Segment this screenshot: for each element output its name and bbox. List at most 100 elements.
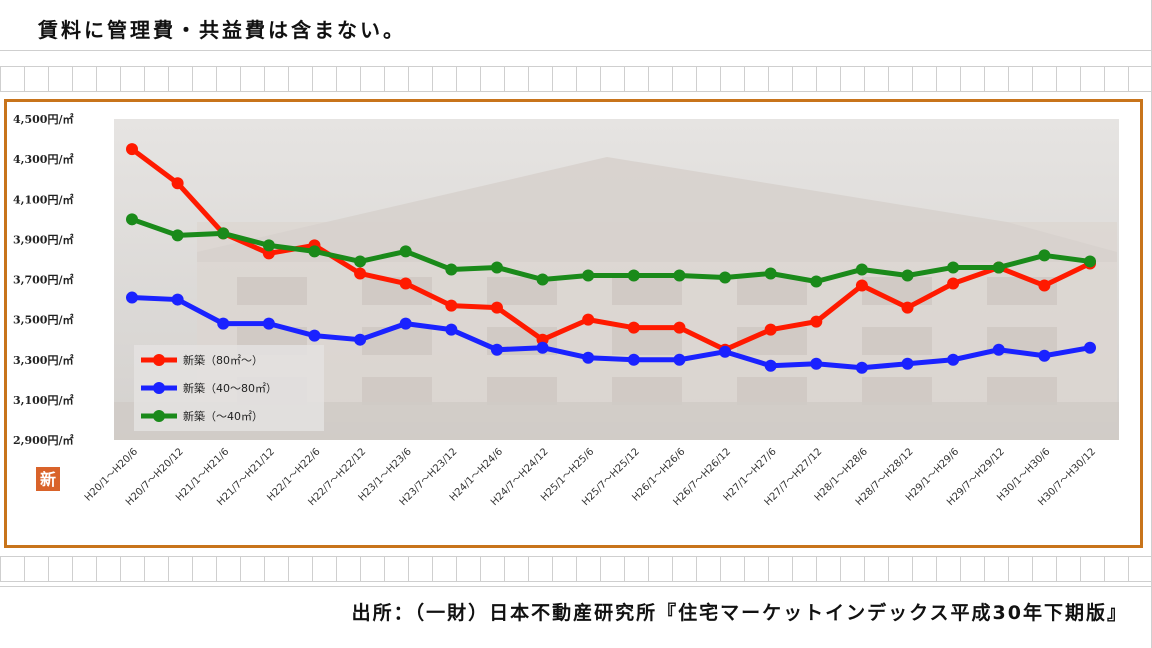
legend-label: 新築（～40㎡） — [183, 409, 263, 423]
data-point — [126, 143, 138, 156]
data-point — [627, 269, 640, 282]
divider-top — [0, 50, 1152, 51]
building-window — [737, 277, 807, 305]
line-chart: 4,500円/㎡ 4,300円/㎡ 4,100円/㎡ 3,900円/㎡ 3,700円/㎡… — [13, 112, 1119, 508]
data-point — [1038, 279, 1051, 292]
data-point — [399, 277, 412, 290]
data-point — [126, 213, 138, 226]
data-point — [354, 267, 367, 280]
data-point — [171, 229, 184, 242]
legend: 新築（80㎡～） 新築（40～80㎡） 新築（～40㎡） — [134, 345, 324, 431]
header-note: 賃料に管理費・共益費は含まない。 — [38, 18, 406, 42]
data-point — [947, 277, 960, 290]
building-window — [862, 377, 932, 405]
y-tick-label: 3,100円/㎡ — [13, 393, 73, 407]
data-point — [855, 279, 868, 292]
series-line — [131, 295, 1091, 371]
badge-square — [36, 467, 60, 491]
data-point — [217, 227, 230, 240]
data-point — [901, 269, 914, 282]
data-point — [719, 271, 732, 284]
data-point — [171, 177, 184, 190]
data-point — [490, 301, 503, 314]
data-point — [171, 293, 184, 306]
data-point — [764, 323, 777, 336]
y-tick-label: 3,700円/㎡ — [13, 273, 73, 287]
data-point — [627, 321, 640, 334]
data-point — [947, 353, 960, 366]
data-point — [582, 313, 595, 326]
building-window — [612, 377, 682, 405]
building-window — [612, 277, 682, 305]
data-point — [992, 261, 1005, 274]
data-point — [354, 333, 367, 346]
new-build-badge-icon: 新 — [36, 467, 60, 491]
data-point — [536, 341, 549, 354]
data-point — [399, 245, 412, 258]
building-window — [737, 377, 807, 405]
data-point — [582, 269, 595, 282]
data-point — [810, 275, 823, 288]
data-point — [627, 353, 640, 366]
y-tick-label: 2,900円/㎡ — [13, 433, 73, 447]
building-window — [987, 377, 1057, 405]
x-axis-ticks: H20/1～H20/6H20/7～H20/12H21/1～H21/6H21/7～… — [83, 446, 1098, 508]
data-point — [855, 361, 868, 374]
legend-label: 新築（40～80㎡） — [183, 381, 277, 395]
data-point — [1038, 349, 1051, 362]
series-line — [131, 216, 1091, 285]
data-point — [536, 273, 549, 286]
legend-label: 新築（80㎡～） — [183, 353, 263, 367]
data-point — [582, 351, 595, 364]
y-tick-label: 3,300円/㎡ — [13, 353, 73, 367]
data-point — [490, 343, 503, 356]
data-point — [947, 261, 960, 274]
data-point — [810, 315, 823, 328]
y-tick-label: 3,500円/㎡ — [13, 313, 73, 327]
legend-marker — [153, 382, 165, 394]
data-point — [217, 317, 230, 330]
data-point — [901, 357, 914, 370]
data-point — [1038, 249, 1051, 262]
data-point — [399, 317, 412, 330]
building-roof — [197, 157, 1117, 262]
data-point — [764, 359, 777, 372]
data-point — [445, 323, 458, 336]
data-point — [673, 353, 686, 366]
data-point — [262, 317, 275, 330]
data-point — [262, 239, 275, 252]
data-point — [673, 321, 686, 334]
building-window — [487, 377, 557, 405]
y-tick-label: 4,500円/㎡ — [13, 112, 73, 126]
chart-frame: 4,500円/㎡ 4,300円/㎡ 4,100円/㎡ 3,900円/㎡ 3,700円/㎡… — [4, 99, 1143, 548]
series-lines — [126, 143, 1096, 374]
data-point — [354, 255, 367, 268]
legend-marker — [153, 354, 165, 366]
y-axis-ticks: 4,500円/㎡ 4,300円/㎡ 4,100円/㎡ 3,900円/㎡ 3,700円/㎡… — [13, 112, 73, 447]
badge-label: 新 — [40, 470, 56, 489]
data-point — [308, 245, 321, 258]
data-point — [445, 299, 458, 312]
divider-bottom — [0, 586, 1152, 587]
building-window — [612, 327, 682, 355]
data-point — [445, 263, 458, 276]
data-point — [308, 329, 321, 342]
data-point — [1084, 255, 1096, 268]
y-tick-label: 4,100円/㎡ — [13, 192, 73, 206]
y-tick-label: 4,300円/㎡ — [13, 152, 73, 166]
legend-marker — [153, 410, 165, 422]
y-tick-label: 3,900円/㎡ — [13, 232, 73, 246]
data-point — [490, 261, 503, 274]
data-point — [126, 291, 138, 304]
data-point — [719, 345, 732, 358]
data-point — [810, 357, 823, 370]
data-point — [992, 343, 1005, 356]
data-point — [764, 267, 777, 280]
data-point — [673, 269, 686, 282]
grid-strip-bottom — [0, 556, 1152, 582]
data-point — [1084, 341, 1096, 354]
building-window — [362, 377, 432, 405]
building-window — [237, 277, 307, 305]
data-point — [855, 263, 868, 276]
data-point — [901, 301, 914, 314]
